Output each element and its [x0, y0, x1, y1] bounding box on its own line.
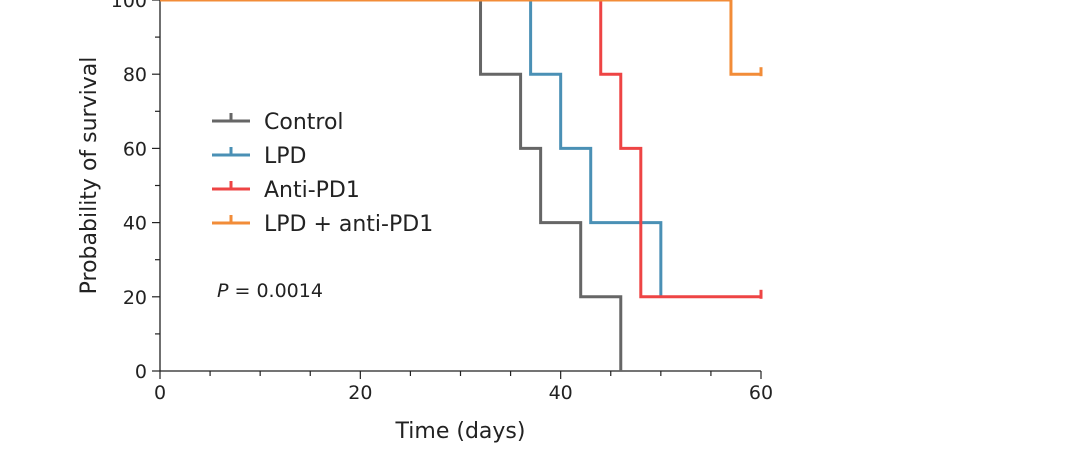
y-tick-label: 80: [123, 64, 147, 86]
legend-label: LPD: [264, 144, 306, 169]
x-tick-label: 0: [154, 382, 166, 404]
p-value-annotation: P = 0.0014: [217, 280, 323, 302]
legend: Control LPD Anti-PD1 LPD + anti-PD1: [212, 110, 433, 237]
series-line: [160, 0, 663, 297]
series-line: [160, 0, 623, 371]
y-tick-label: 0: [135, 361, 147, 383]
p-value-text: = 0.0014: [228, 280, 322, 302]
y-tick-label: 20: [123, 287, 147, 309]
y-tick-label: 60: [123, 138, 147, 160]
legend-label: Control: [264, 110, 344, 135]
survival-curves: [160, 0, 763, 371]
y-tick-label: 40: [123, 213, 147, 235]
y-axis-title: Probability of survival: [77, 57, 102, 295]
series-line: [160, 0, 761, 76]
p-value-symbol: P: [217, 280, 229, 302]
x-axis-title: Time (days): [395, 419, 526, 444]
legend-label: LPD + anti-PD1: [264, 212, 433, 237]
y-tick-label: 100: [111, 0, 147, 12]
x-tick-label: 20: [348, 382, 372, 404]
legend-label: Anti-PD1: [264, 178, 360, 203]
x-tick-label: 60: [749, 382, 773, 404]
series-line: [160, 0, 761, 299]
x-tick-label: 40: [549, 382, 573, 404]
axes: 0 20 40 60 0 20 40 60 80 100: [111, 0, 773, 404]
